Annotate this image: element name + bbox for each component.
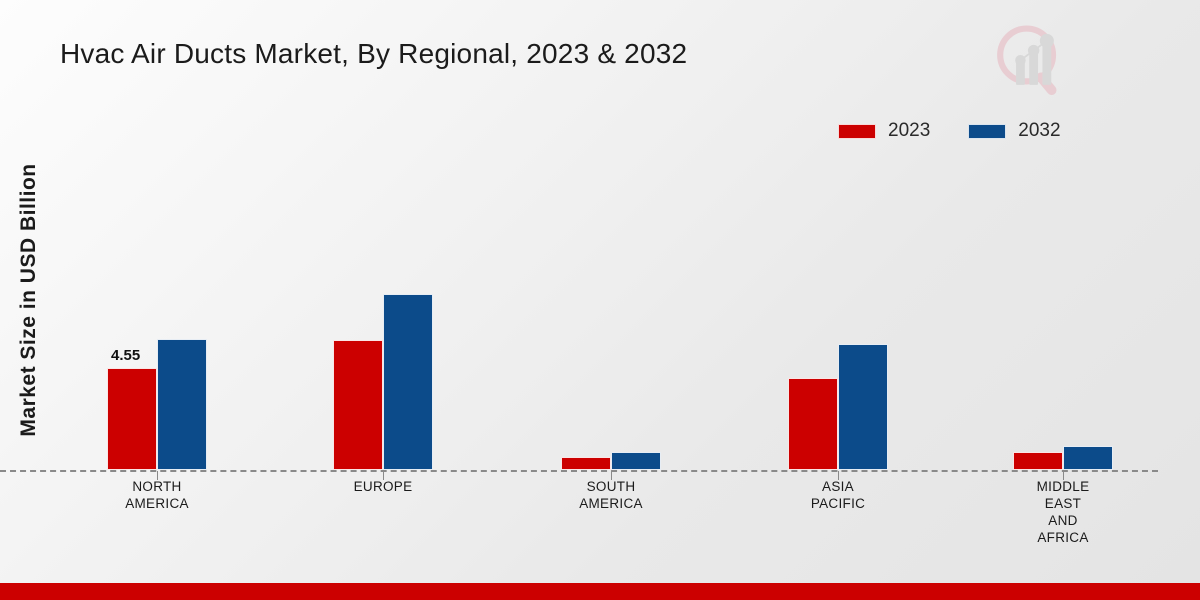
axis-tick-south-america <box>611 471 612 480</box>
legend-item-2032[interactable]: 2032 <box>968 120 1061 142</box>
bar-south-america-2032 <box>611 452 661 470</box>
y-axis-title: Market Size in USD Billion <box>17 163 40 437</box>
chart-legend: 2023 2032 <box>838 120 1061 142</box>
bar-north-america-2032 <box>157 339 207 470</box>
axis-tick-middle-east-and-africa <box>1063 471 1064 480</box>
chart-title: Hvac Air Ducts Market, By Regional, 2023… <box>60 38 688 69</box>
legend-swatch-2023 <box>838 123 876 139</box>
bar-south-america-2023 <box>561 457 611 470</box>
axis-tick-north-america <box>157 471 158 480</box>
market-research-magnifier-logo-icon <box>985 18 1077 106</box>
bar-europe-2023 <box>333 340 383 470</box>
category-label-middle-east-and-africa: MIDDLE EAST AND AFRICA <box>1036 479 1090 545</box>
axis-tick-asia-pacific <box>838 471 839 480</box>
axis-tick-europe <box>383 471 384 480</box>
category-label-south-america: SOUTH AMERICA <box>579 479 643 511</box>
bar-middle-east-and-africa-2023 <box>1013 452 1063 470</box>
legend-label-2023: 2023 <box>888 120 931 141</box>
legend-item-2023[interactable]: 2023 <box>838 120 930 142</box>
category-label-north-america: NORTH AMERICA <box>125 479 189 511</box>
legend-label-2032: 2032 <box>1018 120 1061 141</box>
x-axis-baseline <box>0 470 1158 472</box>
bar-asia-pacific-2032 <box>838 344 888 470</box>
category-label-europe: EUROPE <box>353 479 413 494</box>
bar-north-america-2023 <box>107 368 157 470</box>
bar-europe-2032 <box>383 294 433 470</box>
footer-accent-bar <box>0 583 1200 600</box>
bar-asia-pacific-2023 <box>788 378 838 470</box>
bar-value-north-america-2023: 4.55 <box>111 347 141 364</box>
bar-middle-east-and-africa-2032 <box>1063 446 1113 470</box>
legend-swatch-2032 <box>968 123 1007 139</box>
category-label-asia-pacific: ASIA PACIFIC <box>810 479 866 511</box>
